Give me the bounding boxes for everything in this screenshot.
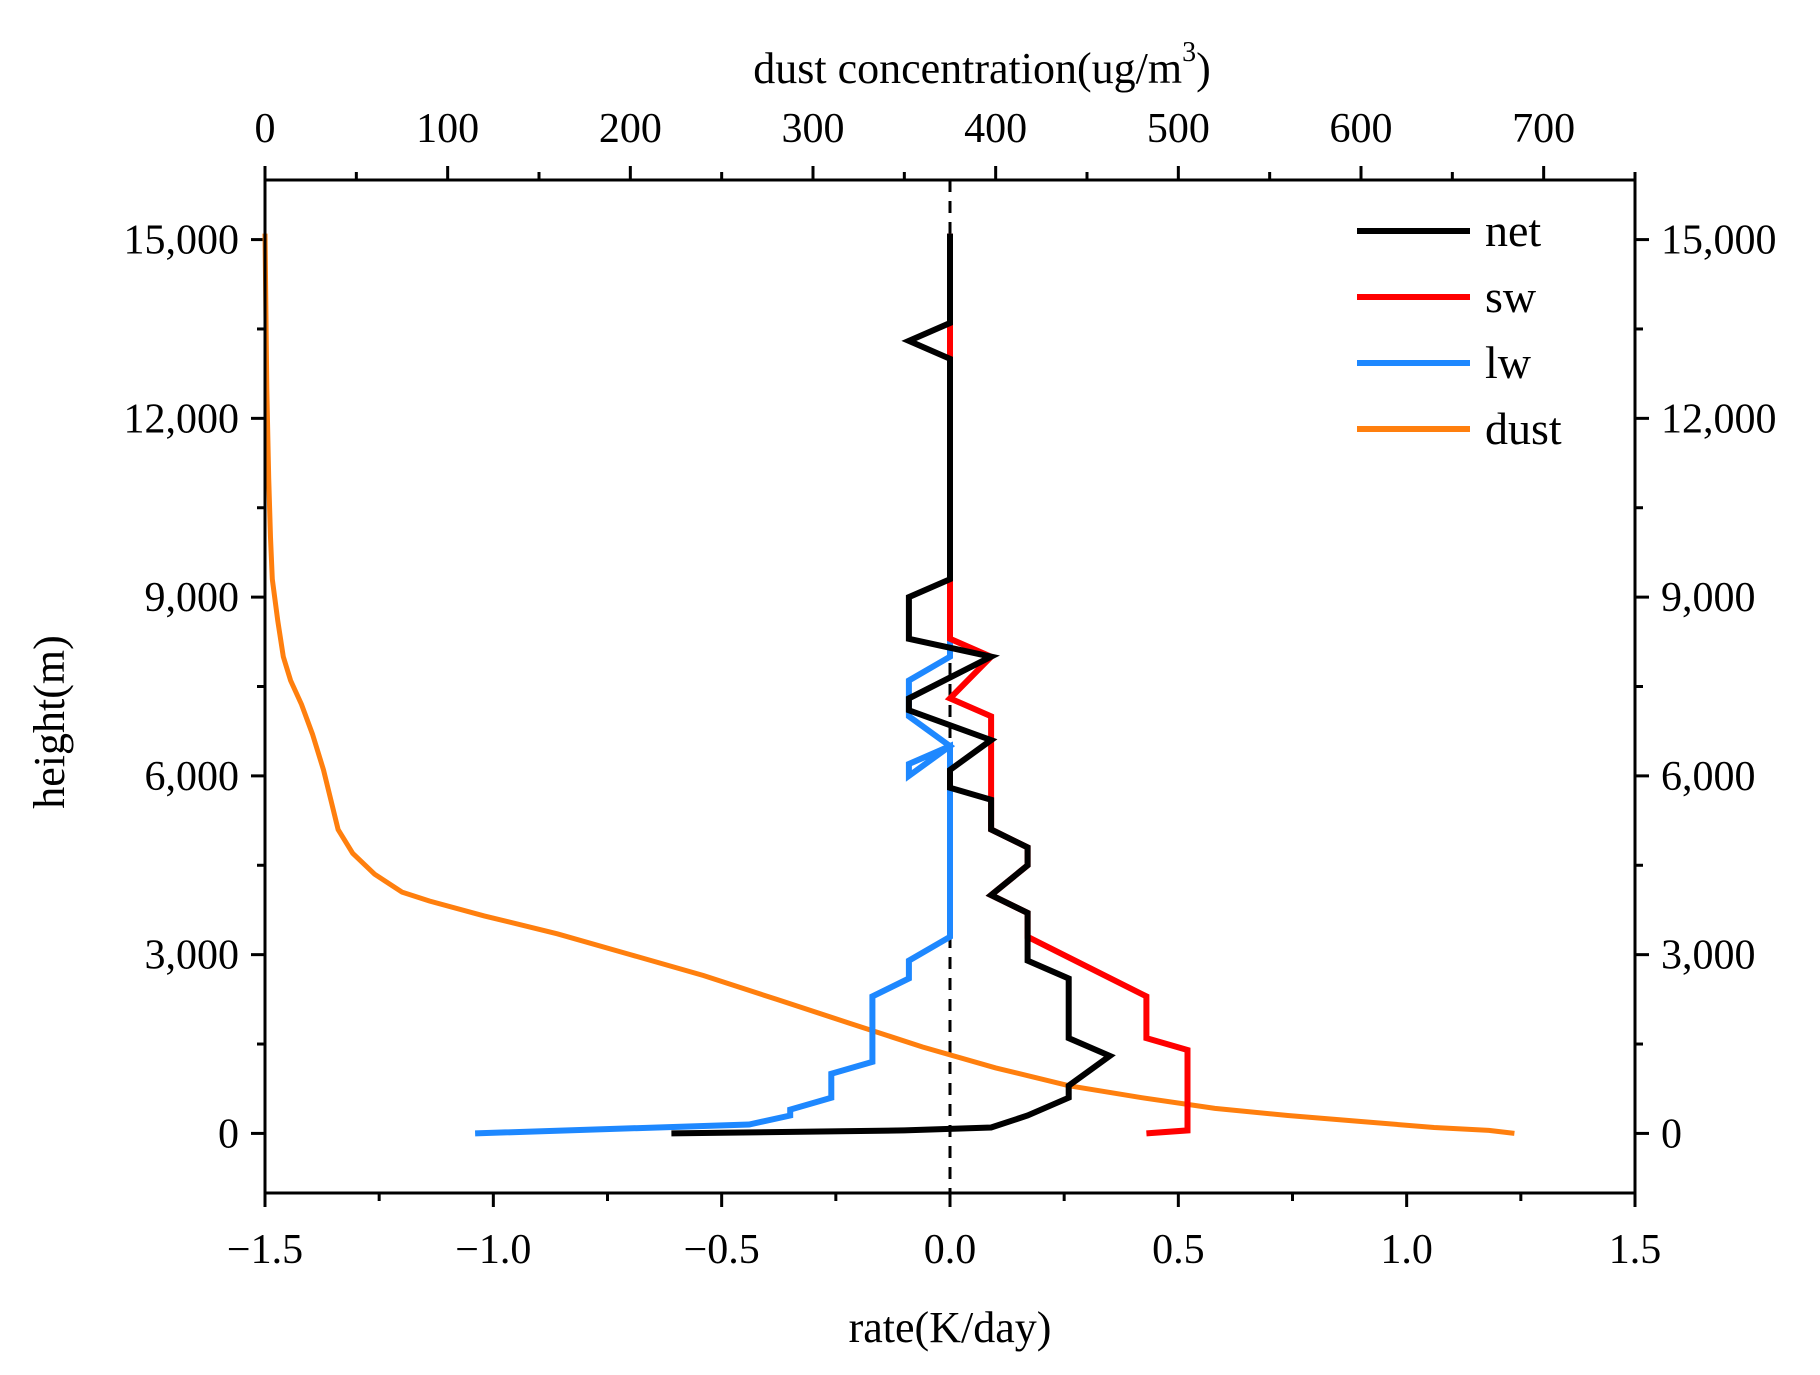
left-axis-tick-label: 3,000 — [145, 933, 240, 979]
top-axis-title-superscript: 3 — [1182, 37, 1196, 68]
right-axis-tick-label: 3,000 — [1661, 933, 1756, 979]
x-axis-tick-label: −1.0 — [455, 1227, 531, 1273]
left-axis-tick-label: 6,000 — [145, 754, 240, 800]
top-axis-tick-label: 0 — [255, 106, 276, 152]
top-axis-tick-label: 600 — [1330, 106, 1393, 152]
top-axis-tick-label: 100 — [416, 106, 479, 152]
top-axis-title-suffix: ) — [1196, 44, 1211, 93]
x-axis-tick-label: 0.5 — [1152, 1227, 1205, 1273]
top-axis-tick-label: 300 — [782, 106, 845, 152]
left-axis-tick-label: 9,000 — [145, 575, 240, 621]
series-line-dust — [262, 233, 1515, 1136]
left-axis-tick-labels: 0 3,000 6,000 9,000 12,000 15,000 — [124, 218, 240, 1158]
major-ticks — [251, 166, 1649, 1207]
series-layer — [262, 233, 1515, 1137]
x-axis-title: rate(K/day) — [849, 1303, 1052, 1352]
right-axis-tick-label: 6,000 — [1661, 754, 1756, 800]
x-axis-tick-label: −1.5 — [227, 1227, 303, 1273]
series-line-net — [671, 233, 1116, 1137]
left-axis-tick-label: 15,000 — [124, 218, 240, 264]
x-axis-tick-label: 0.0 — [924, 1227, 977, 1273]
top-axis-tick-label: 500 — [1147, 106, 1210, 152]
right-axis-tick-label: 15,000 — [1661, 218, 1777, 264]
legend-label-lw: lw — [1485, 337, 1532, 388]
right-axis-tick-label: 9,000 — [1661, 575, 1756, 621]
top-axis-tick-label: 400 — [964, 106, 1027, 152]
top-axis-tick-label: 700 — [1512, 106, 1575, 152]
right-axis-tick-label: 12,000 — [1661, 396, 1777, 442]
legend: net sw lw dust — [1357, 205, 1562, 454]
plot-frame — [263, 178, 1637, 1195]
legend-label-dust: dust — [1485, 403, 1562, 454]
top-axis-title-main: dust concentration(ug/m — [753, 44, 1182, 93]
x-axis-tick-label: −0.5 — [684, 1227, 760, 1273]
legend-label-sw: sw — [1485, 271, 1537, 322]
right-axis-tick-labels: 0 3,000 6,000 9,000 12,000 15,000 — [1661, 218, 1777, 1158]
y-axis-title: height(m) — [25, 635, 74, 809]
left-axis-tick-label: 0 — [218, 1111, 239, 1157]
x-axis-tick-label: 1.5 — [1609, 1227, 1662, 1273]
right-axis-tick-label: 0 — [1661, 1111, 1682, 1157]
left-axis-tick-label: 12,000 — [124, 396, 240, 442]
x-axis-tick-label: 1.0 — [1380, 1227, 1433, 1273]
series-line-lw — [475, 233, 956, 1137]
top-axis-tick-label: 200 — [599, 106, 662, 152]
top-axis-tick-labels: 0 100 200 300 400 500 600 700 — [255, 106, 1576, 152]
top-axis-title: dust concentration(ug/m3) — [753, 37, 1211, 93]
x-axis-tick-labels: −1.5 −1.0 −0.5 0.0 0.5 1.0 1.5 — [227, 1227, 1661, 1273]
legend-label-net: net — [1485, 205, 1541, 256]
